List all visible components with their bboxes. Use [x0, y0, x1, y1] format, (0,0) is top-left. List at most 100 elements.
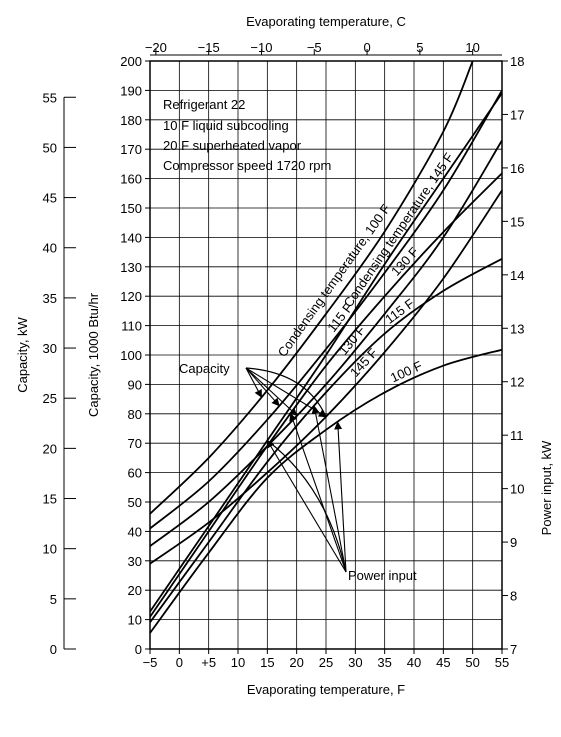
y-btu-tick-label: 50: [128, 495, 142, 510]
power-callout-arc: [266, 440, 347, 573]
power-curve-label: Condensing temperature, 145 F: [341, 150, 457, 310]
x-bottom-tick-label: −5: [143, 655, 158, 670]
y-power-axis-title: Power input, kW: [539, 440, 554, 535]
x-bottom-tick-label: 0: [176, 655, 183, 670]
y-power-tick-label: 17: [510, 107, 524, 122]
y-btu-tick-label: 100: [120, 348, 142, 363]
capacity-line-130f: [149, 139, 503, 547]
y-power-tick-label: 11: [510, 428, 524, 443]
y-kw-tick-label: 35: [43, 291, 57, 306]
note-line-1: Refrigerant 22: [163, 97, 245, 112]
power-callout-arrow: [266, 439, 347, 573]
y-kw-tick-label: 40: [43, 241, 57, 256]
y-kw-tick-label: 20: [43, 441, 57, 456]
y-power-tick-label: 7: [510, 642, 517, 657]
y-power-tick-label: 16: [510, 161, 524, 176]
x-bottom-tick-label: 25: [319, 655, 333, 670]
x-bottom-tick-label: 10: [231, 655, 245, 670]
x-bottom-tick-label: 15: [260, 655, 274, 670]
x-bottom-tick-label: 55: [495, 655, 509, 670]
y-kw-tick-label: 50: [43, 140, 57, 155]
power-line-145f: [149, 92, 503, 613]
y-btu-tick-label: 160: [120, 172, 142, 187]
y-power-tick-label: 12: [510, 375, 524, 390]
note-line-3: 20 F superheated vapor: [163, 138, 302, 153]
y-btu-tick-label: 30: [128, 554, 142, 569]
y-btu-tick-label: 110: [121, 319, 142, 334]
y-btu-axis-title: Capacity, 1000 Btu/hr: [86, 292, 101, 417]
y-btu-tick-label: 0: [135, 642, 142, 657]
series: [149, 60, 503, 634]
y-power-tick-label: 9: [510, 535, 517, 550]
y-btu-tick-label: 20: [128, 583, 142, 598]
x-bottom-tick-label: 20: [289, 655, 303, 670]
grid: [150, 61, 502, 649]
capacity-callout-arc: [245, 367, 327, 417]
x-top-tick-label: −5: [307, 40, 322, 55]
y-btu-tick-label: 140: [120, 230, 142, 245]
capacity-callout-arrow: [245, 367, 327, 418]
y-kw-tick-label: 15: [43, 492, 57, 507]
x-bottom-tick-label: 45: [436, 655, 450, 670]
y-kw-tick-label: 0: [50, 642, 57, 657]
y-btu-tick-label: 60: [128, 466, 142, 481]
x-bottom-tick-label: 40: [407, 655, 421, 670]
capacity-callout-arrow: [245, 367, 280, 407]
power-callout-arrow: [311, 405, 347, 573]
power-callout-label: Power input: [348, 568, 417, 583]
power-callout-arrow: [334, 421, 347, 573]
power-line-130f: [149, 172, 503, 618]
y-btu-tick-label: 10: [128, 613, 142, 628]
y-power-tick-label: 18: [510, 54, 524, 69]
y-btu-tick-label: 190: [120, 83, 142, 98]
y-kw-tick-label: 5: [50, 592, 57, 607]
capacity-line-145f: [149, 189, 503, 565]
x-bottom-tick-label: 35: [377, 655, 391, 670]
power-callout-arrow: [289, 412, 347, 573]
x-top-tick-label: −15: [198, 40, 220, 55]
power-line-100f: [149, 348, 503, 634]
y-btu-tick-label: 150: [120, 201, 142, 216]
y-kw-tick-label: 45: [43, 191, 57, 206]
x-top-tick-label: 5: [416, 40, 423, 55]
x-bottom-tick-label: 30: [348, 655, 362, 670]
x-top-tick-label: 0: [363, 40, 370, 55]
x-top-tick-label: −20: [145, 40, 167, 55]
note-line-4: Compressor speed 1720 rpm: [163, 158, 331, 173]
capacity-callout-arrow: [245, 367, 298, 416]
y-kw-axis-title: Capacity, kW: [15, 316, 30, 392]
x-top-tick-label: −10: [250, 40, 272, 55]
x-bottom-tick-label: +5: [201, 655, 216, 670]
power-line-115f: [149, 258, 503, 623]
y-btu-tick-label: 130: [120, 260, 142, 275]
y-power-tick-label: 14: [510, 268, 524, 283]
capacity-line-100f: [149, 60, 474, 515]
x-top-axis-title: Evaporating temperature, C: [246, 14, 406, 29]
capacity-callout-arrow: [245, 367, 262, 398]
x-bottom-axis-title: Evaporating temperature, F: [247, 682, 405, 697]
y-power-tick-label: 8: [510, 589, 517, 604]
y-kw-tick-label: 25: [43, 391, 57, 406]
y-kw-tick-label: 30: [43, 341, 57, 356]
y-power-tick-label: 13: [510, 321, 524, 336]
x-top-tick-label: 10: [465, 40, 479, 55]
y-btu-tick-label: 170: [120, 142, 142, 157]
y-power-tick-label: 10: [510, 482, 524, 497]
capacity-callout-label: Capacity: [179, 361, 230, 376]
y-btu-tick-label: 180: [120, 113, 142, 128]
note-line-2: 10 F liquid subcooling: [163, 118, 289, 133]
x-bottom-tick-label: 50: [465, 655, 479, 670]
y-kw-tick-label: 55: [43, 90, 57, 105]
y-btu-tick-label: 70: [128, 436, 142, 451]
y-btu-tick-label: 120: [120, 289, 142, 304]
y-kw-tick-label: 10: [43, 542, 57, 557]
y-btu-tick-label: 80: [128, 407, 142, 422]
y-power-tick-label: 15: [510, 214, 524, 229]
capacity-line-115f: [149, 89, 503, 530]
axes: −5 0 +5 10 15 20 25 30 35 40 45 50 55−20 −15 −10 −5 0 5 10…: [43, 40, 525, 670]
capacity-curve-label: Condensing temperature, 100 F: [275, 201, 394, 359]
y-btu-tick-label: 90: [128, 377, 142, 392]
y-btu-tick-label: 40: [128, 524, 142, 539]
